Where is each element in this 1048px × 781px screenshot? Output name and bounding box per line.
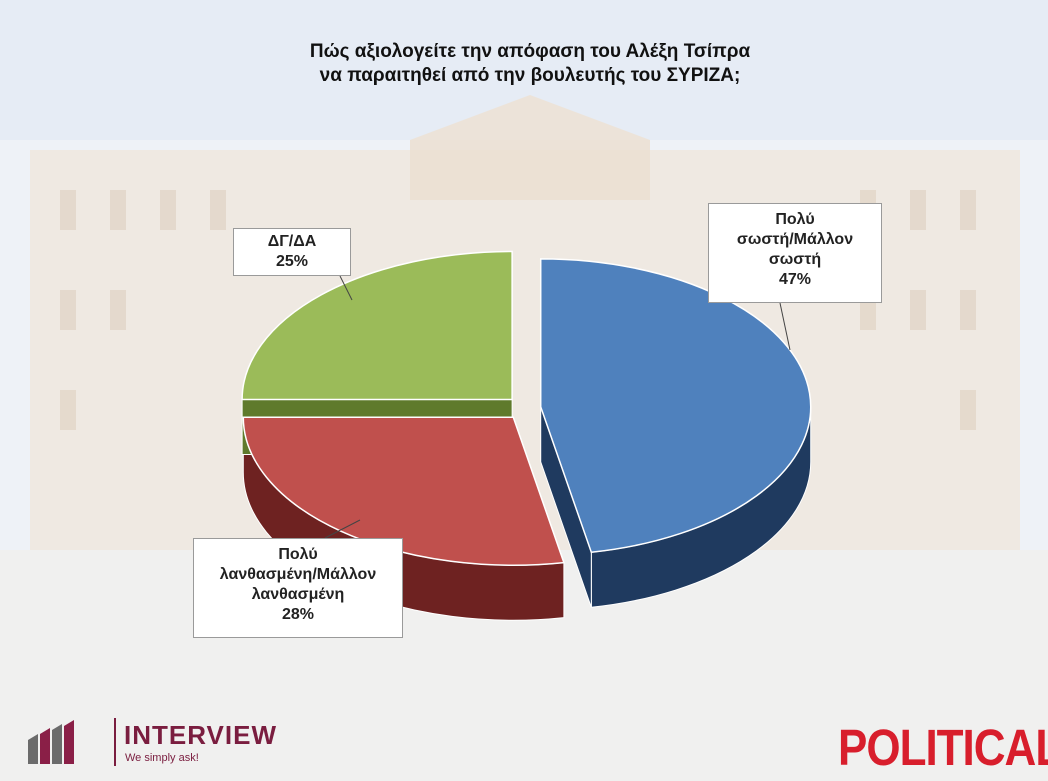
slice-label-line: σωστή xyxy=(768,251,822,268)
slice-dont-know-leader-line xyxy=(339,275,353,301)
slice-dont-know-top xyxy=(241,250,513,401)
slice-value-label: 47% xyxy=(778,271,812,288)
logo-divider xyxy=(114,718,116,766)
slice-correct-top xyxy=(539,258,812,554)
slice-label-correct: Πολύ σωστή/Μάλλον σωστή 47% xyxy=(708,203,882,303)
slice-wrong-leader-line xyxy=(324,519,361,539)
slice-correct-leader-line xyxy=(779,302,791,351)
slice-label-line: Πολύ xyxy=(278,546,318,563)
slice-label-line: ΔΓ/ΔΑ xyxy=(267,233,317,250)
chart-title-line-2: να παραιτηθεί από την βουλευτής του ΣΥΡΙ… xyxy=(319,65,741,86)
slice-wrong-top xyxy=(242,416,565,566)
chart-title: Πώς αξιολογείτε την απόφαση του Αλέξη Τσ… xyxy=(200,40,860,88)
slice-label-line: Πολύ xyxy=(775,211,815,228)
interview-logo-name: INTERVIEW xyxy=(124,720,277,750)
political-logo: POLITICAL xyxy=(838,720,1048,777)
slice-label-dont-know: ΔΓ/ΔΑ 25% xyxy=(233,228,351,276)
bar-graph-logo-icon xyxy=(28,720,74,764)
slice-label-line: σωστή/Μάλλον xyxy=(736,231,854,248)
slice-label-line: λανθασμένη/Μάλλον xyxy=(219,566,377,583)
slice-value-label: 25% xyxy=(275,253,309,270)
slice-label-wrong: Πολύ λανθασμένη/Μάλλον λανθασμένη 28% xyxy=(193,538,403,638)
slice-label-line: λανθασμένη xyxy=(251,586,345,603)
chart-title-line-1: Πώς αξιολογείτε την απόφαση του Αλέξη Τσ… xyxy=(309,41,751,62)
interview-logo-tagline: We simply ask! xyxy=(125,752,199,764)
slice-value-label: 28% xyxy=(281,606,315,623)
interview-logo: INTERVIEW We simply ask! xyxy=(26,712,276,772)
